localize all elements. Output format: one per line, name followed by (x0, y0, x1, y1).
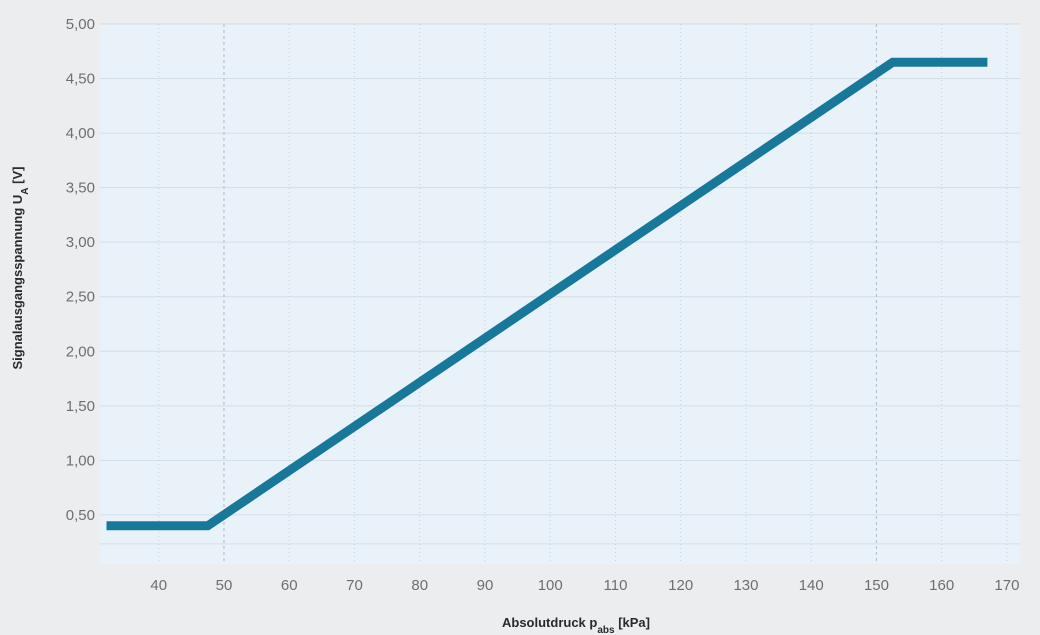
y-tick-label: 2,00 (66, 343, 95, 360)
y-tick-label: 2,50 (66, 289, 95, 306)
x-tick-label: 60 (281, 577, 298, 594)
grid (100, 23, 1020, 564)
y-tick-label: 1,50 (66, 398, 95, 415)
series-layer (106, 57, 988, 531)
x-axis-title-main: Absolutdruck p (502, 615, 597, 630)
y-tick-labels: 0,50 1,00 1,50 2,00 2,50 3,00 3,50 4,00 4,50 5,00 (66, 16, 95, 524)
y-tick-label: 0,50 (66, 507, 95, 524)
x-tick-label: 70 (346, 577, 363, 594)
y-tick-label: 1,00 (66, 452, 95, 469)
plot-area (100, 24, 1020, 564)
x-tick-label: 120 (668, 577, 693, 594)
x-axis-title: Absolutdruck pabs [kPa] (502, 615, 650, 635)
x-tick-label: 90 (477, 577, 494, 594)
x-tick-label: 160 (929, 577, 954, 594)
x-tick-label: 150 (864, 577, 889, 594)
x-axis-title-unit: [kPa] (615, 615, 650, 630)
y-tick-label: 5,00 (66, 16, 95, 33)
y-tick-label: 4,50 (66, 71, 95, 88)
x-tick-labels: 40 50 60 70 80 90 100 110 120 130 140 150 160 170 (150, 577, 1019, 594)
series-line (106, 57, 988, 531)
y-tick-label: 3,00 (66, 234, 95, 251)
x-tick-label: 130 (733, 577, 758, 594)
y-axis-title-sub: A (20, 187, 31, 194)
y-axis-title: Signalausgangsspannung UA [V] (10, 167, 31, 370)
y-axis-title-unit: [V] (10, 167, 25, 188)
x-tick-label: 170 (994, 577, 1019, 594)
x-tick-label: 140 (799, 577, 824, 594)
x-tick-label: 100 (538, 577, 563, 594)
x-tick-label: 50 (216, 577, 233, 594)
reference-lines (223, 24, 878, 564)
x-axis-title-sub: abs (597, 625, 615, 635)
x-tick-label: 110 (604, 577, 628, 594)
y-tick-label: 3,50 (66, 180, 95, 197)
x-tick-label: 80 (411, 577, 428, 594)
y-tick-label: 4,00 (66, 125, 95, 142)
x-tick-label: 40 (150, 577, 167, 594)
y-axis-title-main: Signalausgangsspannung U (10, 195, 25, 370)
